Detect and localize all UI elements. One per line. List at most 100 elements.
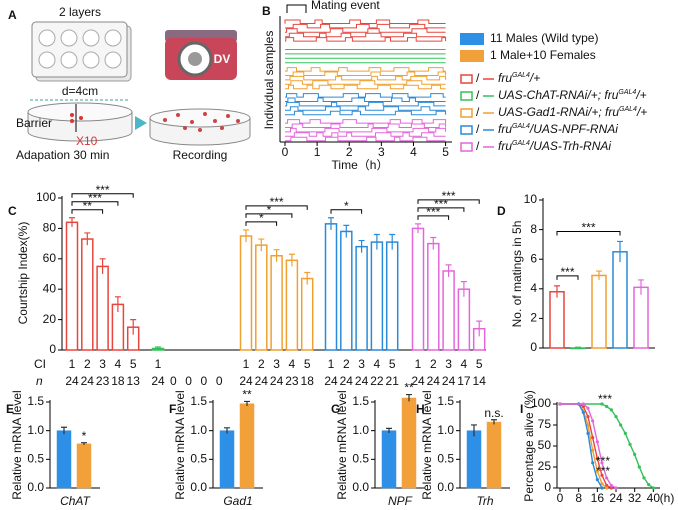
- significance-label: *: [82, 429, 87, 443]
- survival-point: [600, 402, 604, 406]
- survival-point: [619, 423, 623, 427]
- survival-point: [595, 478, 599, 482]
- significance-bracket: [556, 230, 621, 236]
- n-label: 24: [255, 374, 269, 388]
- error-bar: [155, 346, 161, 350]
- legend-superscript: GAL4: [619, 106, 637, 113]
- bar: [300, 277, 314, 351]
- y-tick-label: 1.5: [437, 394, 454, 408]
- n-label: 24: [411, 374, 425, 388]
- survival-point: [600, 486, 604, 490]
- legend-swatch: [460, 50, 484, 62]
- survival-point: [591, 436, 595, 440]
- legend-box: [460, 125, 473, 135]
- x-tick-label: 3: [99, 357, 106, 371]
- event-trace: [285, 110, 447, 116]
- y-axis-title: Relative mRNA level: [173, 390, 187, 499]
- survival-point: [600, 482, 604, 486]
- n-label: 23: [96, 374, 110, 388]
- error-bar: [328, 217, 334, 230]
- legend-box: [460, 142, 473, 152]
- y-tick-label: 8: [530, 222, 537, 236]
- significance-label: **: [404, 381, 414, 395]
- legend-label: fruGAL4/UAS-Trh-RNAi: [498, 139, 611, 153]
- significance-label: ***: [596, 464, 610, 478]
- significance-label: *: [344, 199, 349, 213]
- survival-point: [614, 486, 618, 490]
- legend-separator: /: [476, 105, 480, 119]
- row-label: CI: [34, 357, 46, 371]
- event-trace: [285, 80, 446, 85]
- survival-point: [591, 461, 595, 465]
- bar: [385, 241, 399, 351]
- survival-point: [609, 483, 613, 488]
- survival-point: [605, 404, 609, 409]
- significance-label: ***: [598, 392, 612, 406]
- error-bar: [258, 238, 265, 252]
- n-label: 24: [65, 374, 79, 388]
- panel-label: E: [6, 402, 14, 416]
- bar: [442, 270, 455, 351]
- bar: [65, 221, 79, 351]
- legend-label: fruGAL4/UAS-NPF-RNAi: [498, 122, 618, 136]
- error-bar: [554, 285, 560, 298]
- error-bar: [343, 224, 350, 238]
- bar: [411, 227, 425, 351]
- panel-label: B: [262, 4, 271, 18]
- n-label: 13: [127, 374, 141, 388]
- legend-swatch: [460, 33, 484, 45]
- camera-lens-inner: [188, 52, 202, 66]
- y-tick-label: 0.5: [27, 452, 44, 466]
- panel-label: I: [520, 402, 523, 416]
- x-tick-label: 5: [130, 357, 137, 371]
- dish-size: d=4cm: [62, 84, 98, 98]
- bar: [96, 265, 109, 351]
- y-tick-label: 4: [530, 281, 537, 295]
- y-tick-label: 0: [49, 342, 56, 356]
- error-bar: [575, 346, 581, 349]
- y-tick-label: 1.0: [190, 423, 207, 437]
- x-axis-title: (h): [660, 491, 675, 505]
- n-label: 14: [473, 374, 487, 388]
- x-tick-label: 2: [343, 357, 350, 371]
- bar: [324, 223, 338, 351]
- y-tick-label: 60: [43, 251, 57, 265]
- event-trace: [285, 93, 446, 98]
- x-tick-label: 4: [410, 145, 417, 159]
- camera-label: DV: [214, 52, 231, 66]
- y-tick-label: 0.5: [437, 452, 454, 466]
- panel-label: G: [331, 402, 340, 416]
- event-trace: [285, 75, 447, 81]
- y-tick-label: 100: [36, 190, 56, 204]
- significance-label: **: [242, 388, 252, 402]
- recording-flies: [163, 112, 240, 132]
- error-bar: [99, 258, 106, 274]
- survival-point: [586, 423, 590, 427]
- x-tick-label: 2: [430, 357, 437, 371]
- legend-label: fruGAL4/+: [498, 71, 540, 85]
- significance-bracket: [245, 213, 293, 218]
- y-tick-label: 1.5: [27, 394, 44, 408]
- event-trace: [285, 106, 446, 111]
- survival-point: [633, 452, 637, 456]
- error-bar: [373, 233, 380, 250]
- legend-label: 1 Male+10 Females: [490, 48, 596, 62]
- y-tick-label: 80: [43, 221, 57, 235]
- legend-text: /+: [529, 71, 540, 85]
- n-label: 18: [301, 374, 315, 388]
- n-label: 24: [427, 374, 441, 388]
- panel-a: A 2 layers d=4cm Barrier X10 Adapation 3…: [8, 5, 251, 162]
- x-tick-label: 24: [609, 491, 623, 505]
- x-tick-label: 0: [557, 491, 564, 505]
- x-tick-label: 3: [378, 145, 385, 159]
- error-bar: [114, 296, 121, 312]
- event-trace: [285, 97, 446, 102]
- x-tick-label: 2: [258, 357, 265, 371]
- significance-label: *: [259, 211, 264, 225]
- x-tick-label: 5: [304, 357, 311, 371]
- survival-point: [651, 486, 655, 490]
- legend-separator: /: [476, 139, 480, 153]
- error-bar: [244, 400, 250, 407]
- panel-label: C: [8, 204, 17, 218]
